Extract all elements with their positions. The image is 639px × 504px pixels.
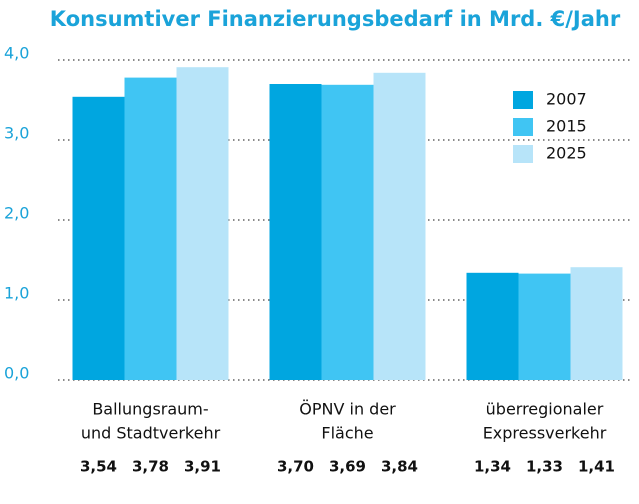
bar (466, 272, 519, 380)
value-label: 1,41 (578, 458, 615, 476)
y-tick-label: 0,0 (4, 364, 29, 383)
x-tick-label: Fläche (321, 424, 373, 443)
value-label: 3,78 (132, 458, 169, 476)
y-tick-label: 1,0 (4, 284, 29, 303)
x-tick-label: überregionaler (486, 400, 604, 419)
value-label: 1,33 (526, 458, 563, 476)
x-tick-label: Expressverkehr (483, 424, 607, 443)
bar (72, 96, 125, 381)
bar (321, 84, 374, 381)
y-tick-label: 2,0 (4, 204, 29, 223)
value-label: 1,34 (474, 458, 511, 476)
legend-swatch (513, 91, 533, 109)
value-label: 3,91 (184, 458, 221, 476)
bar (373, 72, 426, 381)
chart-title: Konsumtiver Finanzierungsbedarf in Mrd. … (50, 7, 621, 31)
x-tick-label: ÖPNV in der (299, 400, 396, 419)
value-label: 3,70 (277, 458, 314, 476)
bar (124, 77, 177, 380)
legend-swatch (513, 118, 533, 136)
value-label: 3,69 (329, 458, 366, 476)
legend-swatch (513, 145, 533, 163)
bar (176, 67, 229, 380)
value-label: 3,54 (80, 458, 117, 476)
legend-label: 2025 (546, 144, 587, 163)
y-tick-label: 4,0 (4, 44, 29, 63)
bar (518, 273, 571, 380)
bar (269, 84, 322, 380)
value-label: 3,84 (381, 458, 418, 476)
legend-label: 2007 (546, 90, 587, 109)
x-tick-label: und Stadtverkehr (81, 424, 221, 443)
x-tick-label: Ballungsraum- (92, 400, 208, 419)
legend-label: 2015 (546, 117, 587, 136)
y-tick-label: 3,0 (4, 124, 29, 143)
bar (570, 267, 623, 380)
